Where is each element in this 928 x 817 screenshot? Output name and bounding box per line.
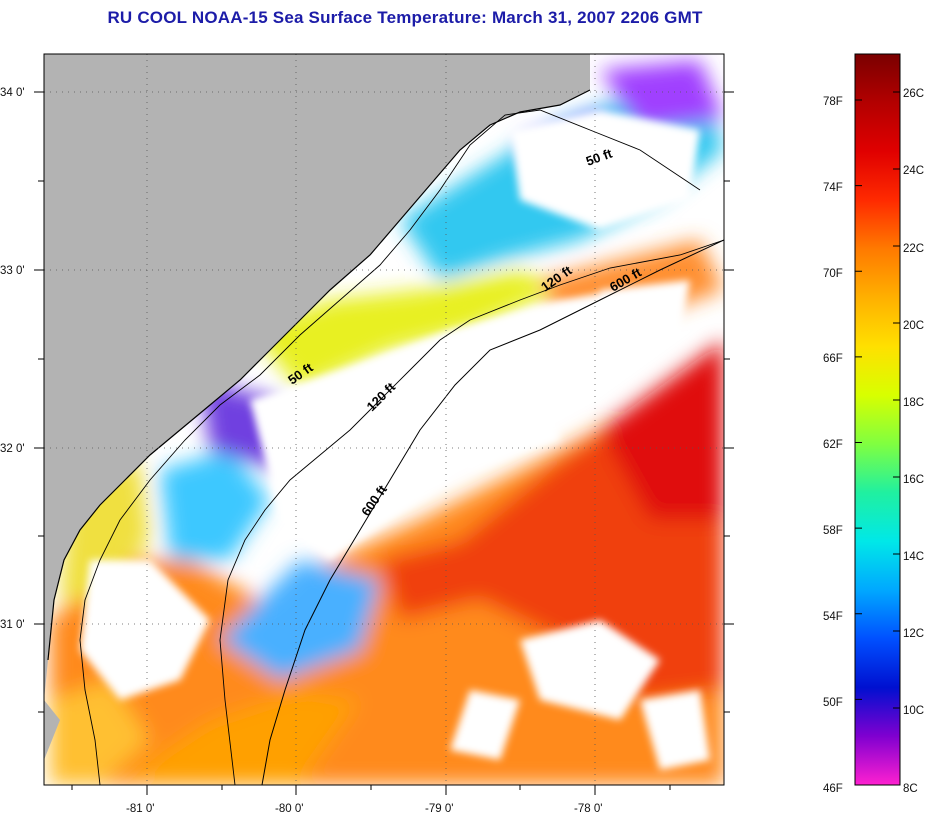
- map-frame: [43, 53, 725, 786]
- cb-f-label: 46F: [823, 783, 843, 795]
- cb-f-label: 74F: [823, 182, 843, 194]
- cb-c-label: 16C: [903, 474, 924, 486]
- lat-label-33: 33 0': [0, 265, 25, 277]
- coastline: [47, 89, 591, 661]
- cb-f-label: 62F: [823, 439, 843, 451]
- lon-label-78: -78 0': [574, 803, 602, 815]
- cb-c-label: 12C: [903, 628, 924, 640]
- cb-f-label: 70F: [823, 268, 843, 280]
- frame-ticks: [34, 91, 734, 795]
- cb-c-label: 20C: [903, 320, 924, 332]
- cb-f-label: 66F: [823, 353, 843, 365]
- lat-label-34: 34 0': [0, 87, 25, 99]
- isobath-120ft: [219, 239, 724, 785]
- cb-c-label: 8C: [903, 783, 918, 795]
- land-mass: [44, 54, 590, 700]
- cb-c-label: 24C: [903, 165, 924, 177]
- colorbar-celsius-labels: 26C 24C 22C 20C 18C 16C 14C 12C 10C 8C: [903, 88, 924, 795]
- isobath-600ft: [261, 239, 724, 785]
- lon-label-81: -81 0': [126, 803, 154, 815]
- cb-f-label: 54F: [823, 611, 843, 623]
- colorbar: [854, 53, 901, 786]
- cb-c-label: 14C: [903, 551, 924, 563]
- cb-f-label: 58F: [823, 525, 843, 537]
- lat-label-31: 31 0': [0, 619, 25, 631]
- map-title: RU COOL NOAA-15 Sea Surface Temperature:…: [107, 8, 703, 27]
- colorbar-fahrenheit-labels: 78F 74F 70F 66F 62F 58F 54F 50F 46F: [823, 96, 843, 795]
- lon-label-79: -79 0': [425, 803, 453, 815]
- map-plot-area: 50 ft 120 ft 600 ft 50 ft 120 ft 600 ft: [44, 54, 724, 785]
- cb-c-label: 26C: [903, 88, 924, 100]
- cb-c-label: 10C: [903, 705, 924, 717]
- cb-f-label: 78F: [823, 96, 843, 108]
- cb-c-label: 22C: [903, 243, 924, 255]
- lon-label-80: -80 0': [275, 803, 303, 815]
- lat-label-32: 32 0': [0, 443, 25, 455]
- cloud-mask: [80, 110, 710, 770]
- isobath-50ft: [79, 109, 701, 785]
- colorbar-gradient: [854, 53, 901, 786]
- cb-c-label: 18C: [903, 397, 924, 409]
- cb-f-label: 50F: [823, 697, 843, 709]
